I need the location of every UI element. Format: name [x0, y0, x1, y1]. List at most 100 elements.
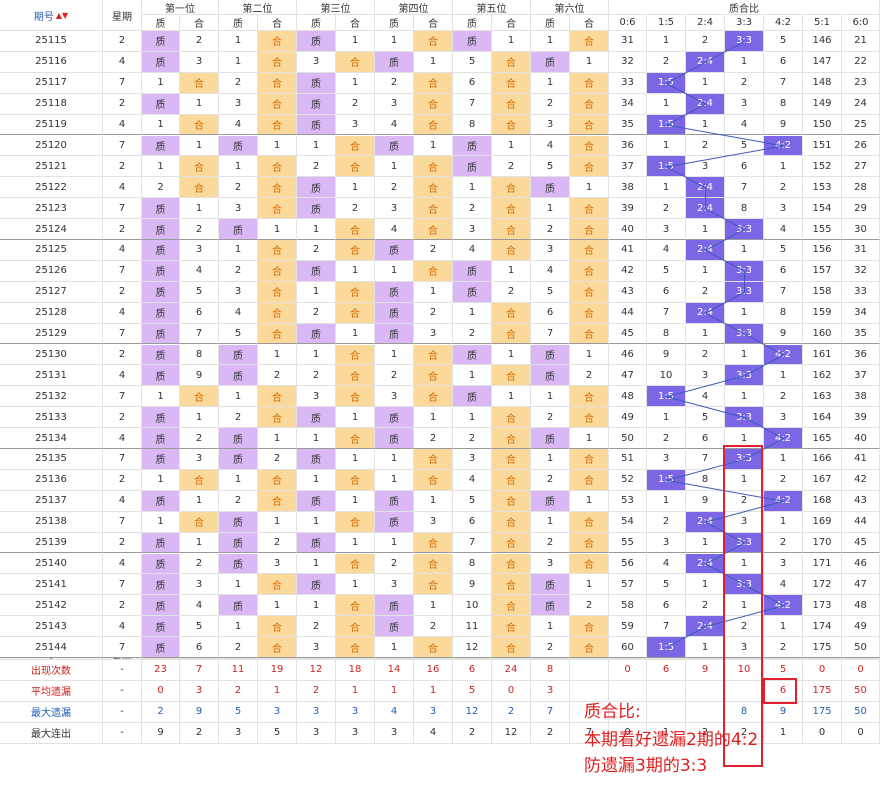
week-cell: 2	[103, 281, 142, 303]
he-miss: 1	[570, 574, 609, 596]
he-mark: 合	[414, 156, 453, 178]
he-miss: 1	[258, 219, 297, 240]
zhi-miss: 5	[453, 490, 492, 512]
zhi-miss: 1	[219, 616, 258, 638]
ratio-miss: 7	[647, 302, 686, 324]
ratio-miss: 1	[764, 511, 803, 533]
zhi-miss: 1	[375, 449, 414, 470]
footer-he-subheader: 合	[492, 659, 531, 660]
he-miss: 2	[492, 156, 531, 178]
he-mark: 合	[570, 72, 609, 94]
footer-position-header: 第六位	[531, 658, 609, 659]
he-mark: 合	[180, 469, 219, 491]
stat-value: 18	[336, 660, 375, 681]
zhi-mark: 质	[142, 365, 180, 387]
ratio-miss: 4	[686, 386, 725, 408]
stat-value: 1	[336, 680, 375, 702]
stat-value	[570, 701, 609, 723]
zhi-miss: 3	[297, 637, 336, 658]
ratio-miss: 4	[647, 553, 686, 575]
zhi-miss: 1	[531, 511, 570, 533]
he-mark: 合	[570, 407, 609, 429]
he-mark: 合	[570, 31, 609, 52]
footer-zhi-subheader: 质	[375, 659, 414, 660]
he-mark: 合	[336, 219, 375, 240]
stat-ratio-value: 0	[609, 722, 647, 744]
stat-value: 6	[453, 660, 492, 681]
week-cell: 4	[103, 490, 142, 512]
he-mark: 合	[570, 135, 609, 157]
ratio-miss: 9	[686, 490, 725, 512]
zhi-subheader: 质	[297, 15, 336, 31]
ratio-hit: 4:2	[764, 428, 803, 449]
ratio-miss: 41	[609, 240, 647, 261]
issue-cell: 25117	[0, 72, 103, 94]
zhi-miss: 4	[453, 469, 492, 491]
he-mark: 合	[492, 240, 531, 261]
zhi-miss: 1	[453, 302, 492, 324]
zhi-mark: 质	[219, 428, 258, 449]
ratio-miss: 2	[686, 135, 725, 157]
stat-value: 2	[219, 680, 258, 702]
issue-cell: 25118	[0, 93, 103, 115]
he-mark: 合	[414, 114, 453, 136]
stat-value: 8	[531, 660, 570, 681]
ratio-miss: 2	[647, 51, 686, 73]
ratio-miss: 2	[725, 616, 764, 638]
zhi-mark: 质	[453, 135, 492, 157]
zhi-mark: 质	[453, 386, 492, 408]
zhi-mark: 质	[297, 198, 336, 220]
zhi-miss: 9	[453, 574, 492, 596]
ratio-miss: 21	[842, 31, 880, 52]
ratio-miss: 7	[764, 72, 803, 94]
zhi-miss: 2	[219, 177, 258, 199]
he-miss: 5	[180, 281, 219, 303]
ratio-miss: 173	[803, 595, 842, 617]
stat-ratio-value: 0	[842, 660, 880, 681]
sort-arrow-icon[interactable]: ▲▼	[55, 10, 69, 20]
he-mark: 合	[414, 365, 453, 387]
zhi-mark: 质	[297, 532, 336, 554]
ratio-miss: 38	[842, 386, 880, 408]
zhi-mark: 质	[297, 114, 336, 136]
ratio-miss: 46	[842, 553, 880, 575]
zhi-mark: 质	[297, 31, 336, 52]
issue-cell: 25122	[0, 177, 103, 199]
ratio-miss: 34	[842, 302, 880, 324]
zhi-mark: 质	[453, 31, 492, 52]
stat-value: 1	[414, 680, 453, 702]
stat-value: 3	[414, 701, 453, 723]
zhi-miss: 2	[531, 407, 570, 429]
stat-value: 5	[453, 680, 492, 702]
ratio-subheader: 5:1	[803, 15, 842, 31]
week-cell: 7	[103, 637, 142, 658]
ratio-miss: 6	[647, 595, 686, 617]
zhi-miss: 1	[219, 469, 258, 491]
footer-he-subheader: 合	[570, 659, 609, 660]
ratio-hit: 4:2	[764, 490, 803, 512]
issue-header[interactable]: 期号 ▲▼	[0, 0, 103, 31]
he-mark: 合	[492, 574, 531, 596]
he-miss: 2	[180, 428, 219, 449]
stat-value: 3	[297, 722, 336, 744]
ratio-miss: 148	[803, 72, 842, 94]
ratio-miss: 164	[803, 407, 842, 429]
he-miss: 6	[180, 637, 219, 658]
ratio-miss: 52	[609, 469, 647, 491]
zhi-miss: 6	[453, 511, 492, 533]
week-cell: 7	[103, 323, 142, 345]
ratio-miss: 165	[803, 428, 842, 449]
ratio-miss: 161	[803, 344, 842, 366]
ratio-miss: 1	[686, 532, 725, 554]
ratio-miss: 46	[609, 344, 647, 366]
ratio-miss: 1	[764, 449, 803, 470]
he-mark: 合	[414, 344, 453, 366]
zhi-miss: 2	[453, 323, 492, 345]
zhi-miss: 7	[453, 93, 492, 115]
ratio-miss: 166	[803, 449, 842, 470]
zhi-subheader: 质	[219, 15, 258, 31]
zhi-miss: 1	[219, 574, 258, 596]
ratio-miss: 4	[647, 240, 686, 261]
stat-ratio-value: 50	[842, 680, 880, 702]
